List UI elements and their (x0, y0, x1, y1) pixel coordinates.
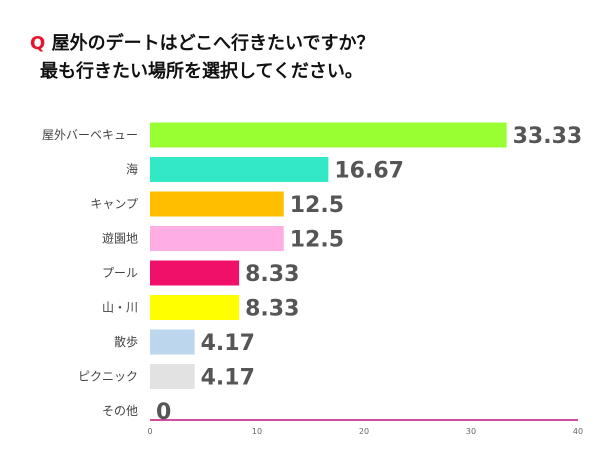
bar-0 (150, 122, 507, 148)
value-label-3: 12.5 (290, 228, 344, 253)
category-label-8: その他 (102, 404, 138, 418)
title-line-2: 最も行きたい場所を選択してください。 (40, 61, 363, 82)
x-tick-label-0: 0 (147, 427, 152, 436)
value-label-4: 8.33 (245, 262, 299, 287)
value-label-6: 4.17 (201, 331, 255, 356)
title-line-1: Q 屋外のデートはどこへ行きたいですか？ (30, 30, 375, 58)
value-label-8: 0 (156, 400, 171, 425)
value-label-2: 12.5 (290, 193, 344, 218)
category-label-6: 散歩 (114, 334, 138, 349)
bar-2 (150, 191, 284, 217)
category-label-1: 海 (126, 162, 138, 177)
bar-1 (150, 157, 329, 182)
value-label-7: 4.17 (201, 366, 255, 391)
bar-4 (150, 260, 240, 286)
category-label-4: プール (102, 266, 138, 280)
x-tick-label-2: 20 (359, 427, 369, 436)
value-label-5: 8.33 (245, 297, 299, 322)
bar-7 (150, 364, 195, 389)
x-tick-label-1: 10 (252, 427, 262, 436)
value-label-0: 33.33 (513, 124, 583, 149)
category-label-3: 遊園地 (102, 231, 138, 246)
x-tick-label-3: 30 (466, 427, 476, 436)
bar-5 (150, 295, 240, 320)
category-label-7: ピクニック (78, 370, 138, 384)
category-label-2: キャンプ (90, 197, 138, 211)
question-marker: Q (30, 33, 46, 54)
title-text-1: 屋外のデートはどこへ行きたいですか？ (51, 33, 375, 54)
category-label-0: 屋外バーベキュー (42, 128, 138, 142)
bar-3 (150, 226, 284, 251)
category-label-5: 山・川 (102, 301, 138, 315)
value-label-1: 16.67 (334, 159, 404, 184)
chart-title: Q 屋外のデートはどこへ行きたいですか？ 最も行きたい場所を選択してください。 (30, 30, 375, 86)
bar-6 (150, 329, 195, 355)
x-tick-label-4: 40 (573, 427, 583, 436)
